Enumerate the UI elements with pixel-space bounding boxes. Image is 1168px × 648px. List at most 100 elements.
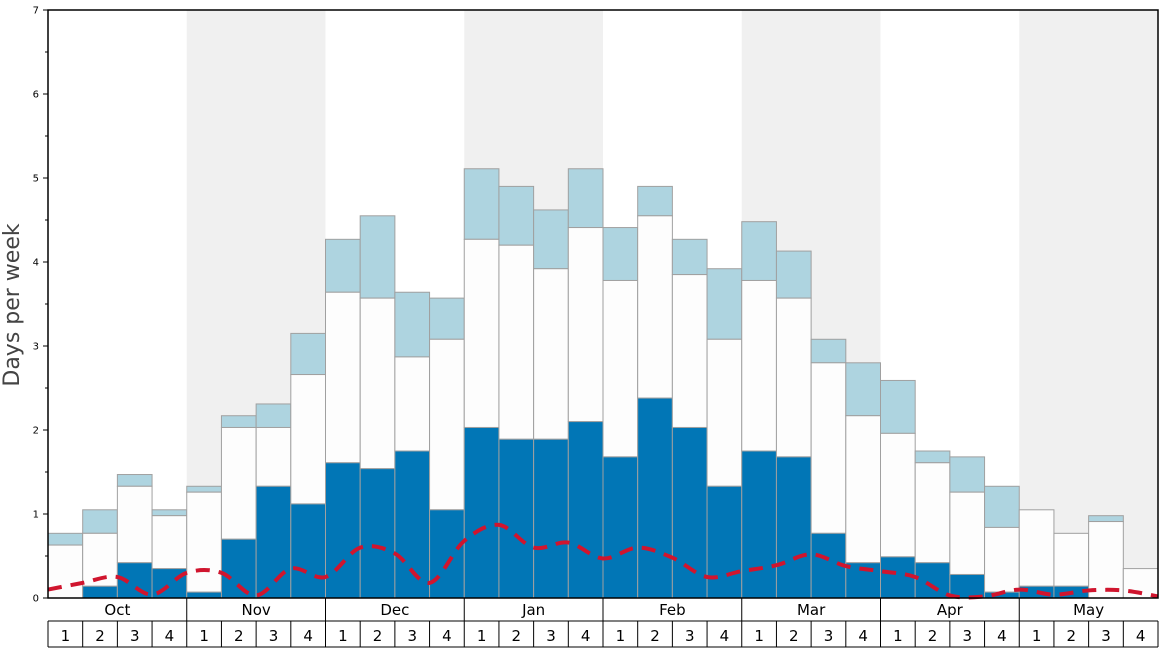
month-label: Nov <box>241 601 270 619</box>
y-tick-label: 2 <box>33 426 39 437</box>
week-label: 2 <box>928 627 938 645</box>
bar-middle-segment <box>775 297 812 458</box>
week-label: 2 <box>512 627 522 645</box>
bar-bottom-segment <box>706 485 743 599</box>
month-label: Mar <box>797 601 826 619</box>
bar-bottom-segment <box>498 438 535 599</box>
bar-bottom-segment <box>82 585 118 599</box>
bar-middle-segment <box>845 415 881 564</box>
bar-bottom-segment <box>949 573 986 599</box>
bar-top-segment <box>498 185 535 246</box>
bar-top-segment <box>984 485 1020 528</box>
week-label: 3 <box>824 627 834 645</box>
week-label: 3 <box>546 627 556 645</box>
bar-top-segment <box>82 509 118 534</box>
bar-middle-segment <box>949 491 986 575</box>
bar-middle-segment <box>1053 532 1090 587</box>
bar-top-segment <box>845 362 881 417</box>
week-label: 4 <box>303 627 313 645</box>
bar-bottom-segment <box>914 562 951 599</box>
week-label: 4 <box>165 627 175 645</box>
y-tick-label: 0 <box>33 594 39 605</box>
month-label: Apr <box>937 601 964 619</box>
bar-bottom-segment <box>567 421 604 599</box>
bar-top-segment <box>463 168 500 240</box>
week-label: 3 <box>130 627 140 645</box>
y-tick-label: 3 <box>33 342 39 353</box>
month-label: Oct <box>104 601 130 619</box>
week-label: 4 <box>442 627 452 645</box>
bar-middle-segment <box>220 426 257 540</box>
week-label: 4 <box>581 627 591 645</box>
y-tick-label: 1 <box>33 510 39 521</box>
bar-bottom-segment <box>186 591 222 599</box>
week-label: 1 <box>199 627 209 645</box>
bar-top-segment <box>741 221 777 281</box>
bar-bottom-segment <box>463 426 500 599</box>
bar-middle-segment <box>429 338 465 511</box>
bar-bottom-segment <box>671 426 708 599</box>
y-tick-label: 5 <box>33 174 39 185</box>
dashed-trend-line <box>47 522 1159 600</box>
week-label: 1 <box>893 627 903 645</box>
bar-top-segment <box>47 532 84 546</box>
week-label: 1 <box>477 627 487 645</box>
week-label: 2 <box>789 627 799 645</box>
week-label: 1 <box>616 627 626 645</box>
month-label: Jan <box>521 601 545 619</box>
bar-bottom-segment <box>741 450 777 599</box>
bar-bottom-segment <box>394 450 431 599</box>
bar-middle-segment <box>151 515 188 570</box>
bar-top-segment <box>914 450 951 464</box>
week-label: 1 <box>338 627 348 645</box>
bar-bottom-segment <box>325 462 361 599</box>
week-label: 1 <box>1032 627 1042 645</box>
bar-top-segment <box>949 456 986 493</box>
bar-top-segment <box>359 215 396 299</box>
bar-top-segment <box>186 485 222 493</box>
bar-middle-segment <box>984 526 1020 593</box>
week-label: 4 <box>997 627 1007 645</box>
y-tick-label: 6 <box>33 90 39 101</box>
bar-top-segment <box>1088 515 1124 523</box>
bar-middle-segment <box>810 362 847 534</box>
bar-middle-segment <box>290 374 326 505</box>
bar-top-segment <box>116 474 153 487</box>
bar-middle-segment <box>255 426 292 487</box>
bar-middle-segment <box>116 485 153 564</box>
bar-top-segment <box>255 403 292 428</box>
week-label: 3 <box>407 627 417 645</box>
week-label: 4 <box>1136 627 1146 645</box>
bar-middle-segment <box>567 227 604 423</box>
y-axis-label: Days per week <box>0 223 25 386</box>
bar-top-segment <box>220 415 257 428</box>
bar-bottom-segment <box>429 509 465 599</box>
axes: 0 1 2 3 4 5 6 7 Oct Nov Dec Jan Feb Mar Apr May 1 2 3 4 1 2 3 4… <box>33 6 1159 648</box>
month-label: Feb <box>659 601 686 619</box>
bar-top-segment <box>325 238 361 293</box>
month-label: May <box>1073 601 1104 619</box>
bar-middle-segment <box>637 215 673 399</box>
bar-top-segment <box>290 332 326 376</box>
bar-bottom-segment <box>220 538 257 599</box>
trend-line <box>47 522 1159 600</box>
bar-top-segment <box>880 379 916 434</box>
bar-top-segment <box>394 291 431 358</box>
bar-middle-segment <box>463 238 500 428</box>
week-label: 2 <box>234 627 244 645</box>
y-tick-label: 4 <box>33 258 39 269</box>
bar-top-segment <box>706 268 743 340</box>
bar-middle-segment <box>533 268 569 440</box>
month-label: Dec <box>380 601 409 619</box>
bar-middle-segment <box>325 291 361 464</box>
bar-middle-segment <box>741 279 777 452</box>
bar-middle-segment <box>602 279 639 458</box>
y-tick-label: 7 <box>33 6 39 17</box>
bar-bottom-segment <box>533 438 569 599</box>
week-label: 3 <box>685 627 695 645</box>
week-label: 3 <box>962 627 972 645</box>
bar-middle-segment <box>706 338 743 487</box>
week-label: 2 <box>95 627 105 645</box>
bar-top-segment <box>429 297 465 340</box>
